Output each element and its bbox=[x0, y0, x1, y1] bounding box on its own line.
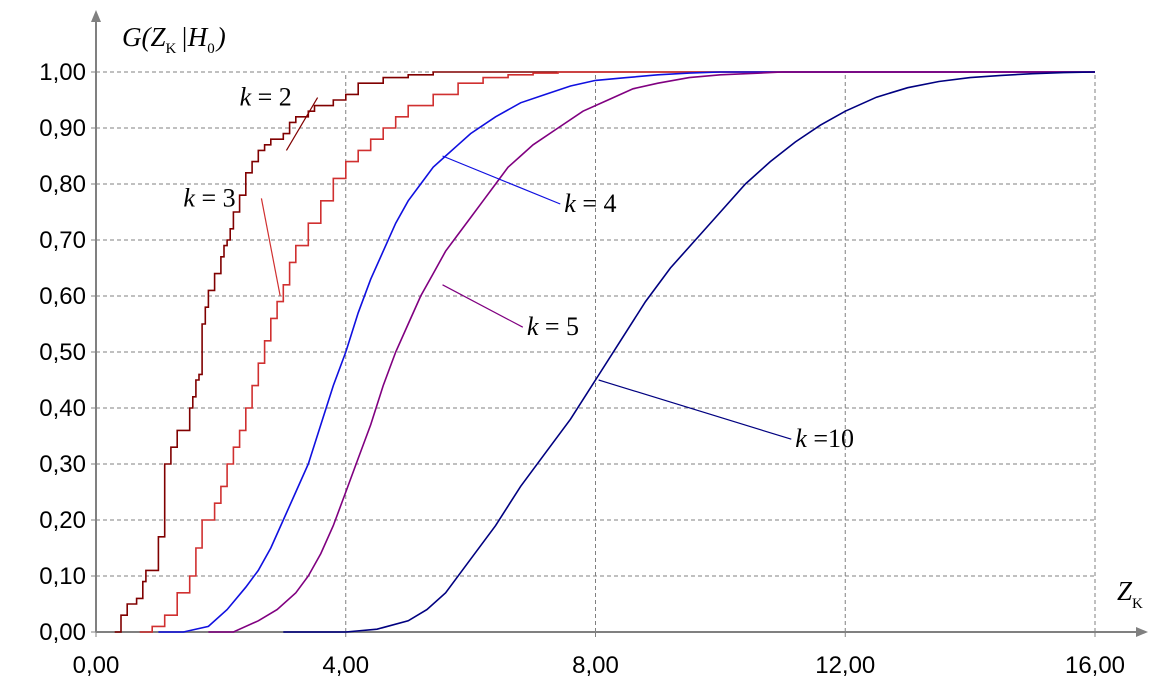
x-tick-label: 12,00 bbox=[815, 652, 875, 679]
x-tick-label: 8,00 bbox=[572, 652, 619, 679]
curve-label: k = 4 bbox=[564, 189, 616, 218]
grid-lines bbox=[96, 71, 1096, 632]
series-line-2 bbox=[139, 71, 1095, 633]
y-tick-label: 0,60 bbox=[39, 283, 86, 310]
y-tick-label: 0,80 bbox=[39, 171, 86, 198]
y-axis-title-sub: K bbox=[166, 41, 177, 57]
y-axis-title-bar: |H bbox=[180, 22, 208, 52]
y-tick-label: 0,20 bbox=[39, 507, 86, 534]
x-tick-label: 16,00 bbox=[1065, 652, 1125, 679]
y-axis-title-main: G(Z bbox=[122, 22, 166, 52]
y-tick-label: 0,40 bbox=[39, 395, 86, 422]
y-axis-arrow-icon bbox=[91, 10, 101, 22]
series-line-1 bbox=[114, 71, 1095, 633]
y-tick-label: 0,00 bbox=[39, 619, 86, 646]
y-tick-label: 0,70 bbox=[39, 227, 86, 254]
series bbox=[114, 71, 1096, 633]
x-tick-label: 4,00 bbox=[322, 652, 369, 679]
annotation-leader bbox=[442, 284, 524, 328]
x-axis-title-main: Z bbox=[1117, 576, 1133, 606]
series-line-5 bbox=[283, 71, 1096, 633]
curve-label: k = 2 bbox=[240, 83, 292, 112]
tick-labels: 0,00 0,10 0,20 0,30 0,40 0,50 0,60 0,70 0,80 0,90… bbox=[39, 59, 1125, 679]
y-axis-title-sub2: 0 bbox=[207, 41, 215, 57]
x-tick-label: 0,00 bbox=[73, 652, 120, 679]
x-axis-title-sub: K bbox=[1132, 596, 1143, 612]
series-line-3 bbox=[158, 71, 1095, 633]
y-tick-label: 0,30 bbox=[39, 451, 86, 478]
x-axis-title: ZK bbox=[1117, 576, 1143, 612]
curve-label: k =10 bbox=[795, 424, 854, 453]
y-tick-label: 0,10 bbox=[39, 563, 86, 590]
series-line-4 bbox=[208, 71, 1095, 633]
annotation-leader bbox=[442, 155, 561, 205]
curve-label: k = 5 bbox=[527, 312, 579, 341]
annotation-leader bbox=[285, 97, 319, 151]
axes bbox=[91, 10, 1148, 637]
curve-label: k = 3 bbox=[183, 183, 235, 212]
annotation-leader bbox=[598, 379, 792, 440]
y-tick-label: 1,00 bbox=[39, 59, 86, 86]
curve-annotations: k = 2 k = 3 k = 4 k = 5 k =10 bbox=[183, 83, 854, 454]
y-axis-title-close: ) bbox=[215, 22, 226, 52]
y-axis-title: G(ZK |H0) bbox=[122, 22, 226, 57]
annotation-leader bbox=[260, 198, 281, 297]
y-tick-label: 0,90 bbox=[39, 115, 86, 142]
x-axis-arrow-icon bbox=[1136, 627, 1148, 637]
y-tick-label: 0,50 bbox=[39, 339, 86, 366]
